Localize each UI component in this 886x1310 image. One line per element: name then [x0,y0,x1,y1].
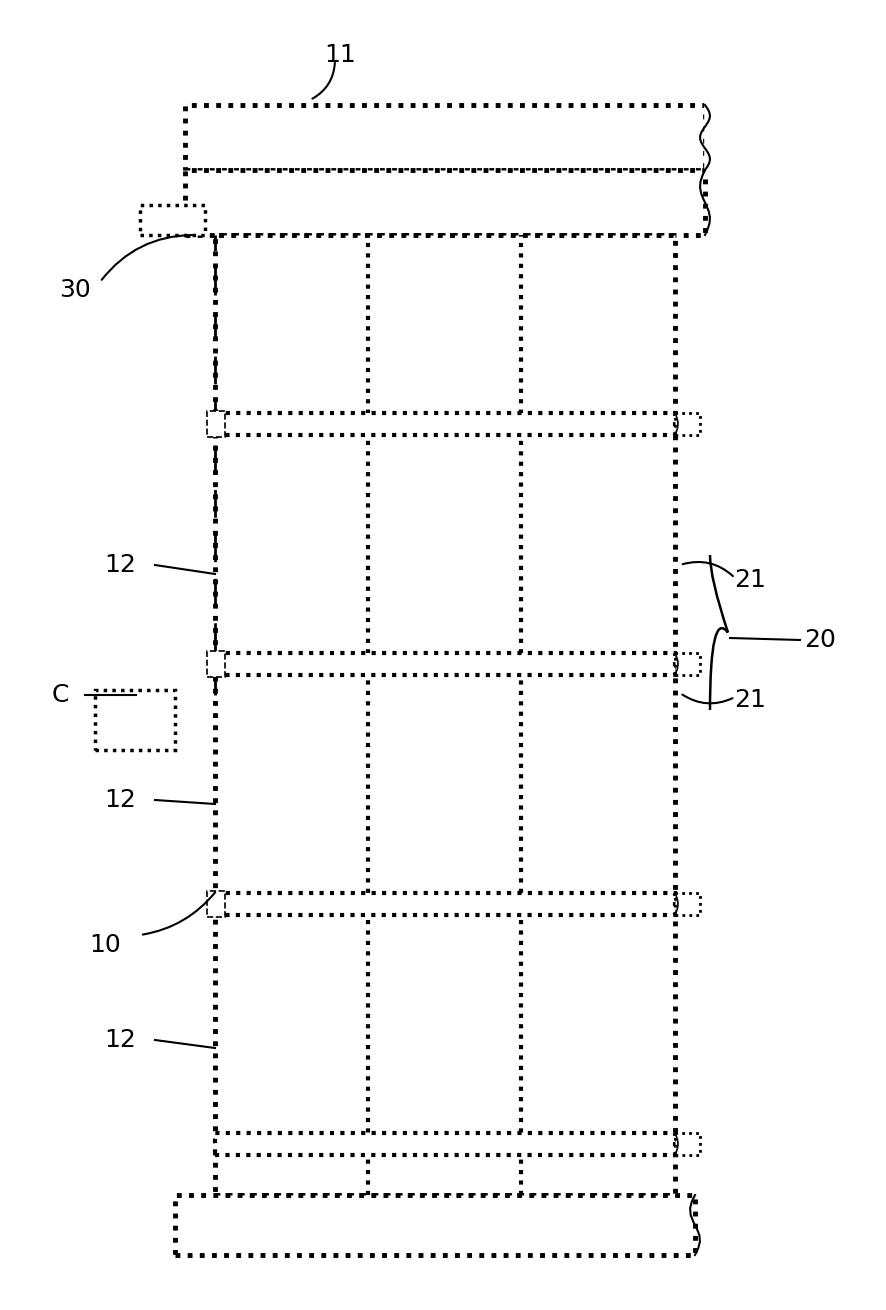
Bar [206,651,225,677]
FancyBboxPatch shape [185,105,704,170]
Text: 21: 21 [734,569,766,592]
Text: C: C [51,683,68,707]
Text: 12: 12 [104,1028,136,1052]
FancyBboxPatch shape [175,1195,695,1255]
FancyBboxPatch shape [674,893,699,914]
FancyBboxPatch shape [674,1133,699,1155]
FancyBboxPatch shape [674,413,699,435]
FancyBboxPatch shape [214,652,674,675]
Text: 21: 21 [734,688,766,713]
Text: 11: 11 [323,43,355,67]
FancyBboxPatch shape [185,170,704,234]
FancyBboxPatch shape [214,234,674,1195]
FancyBboxPatch shape [674,652,699,675]
Text: 30: 30 [59,278,90,303]
Text: 10: 10 [89,933,120,958]
FancyBboxPatch shape [95,690,175,751]
Text: 12: 12 [104,553,136,576]
FancyBboxPatch shape [214,1133,674,1155]
Text: 20: 20 [803,627,835,652]
FancyBboxPatch shape [214,413,674,435]
Text: 12: 12 [104,789,136,812]
FancyBboxPatch shape [140,204,205,234]
FancyBboxPatch shape [214,893,674,914]
Bar [206,891,225,917]
Bar [206,411,225,438]
